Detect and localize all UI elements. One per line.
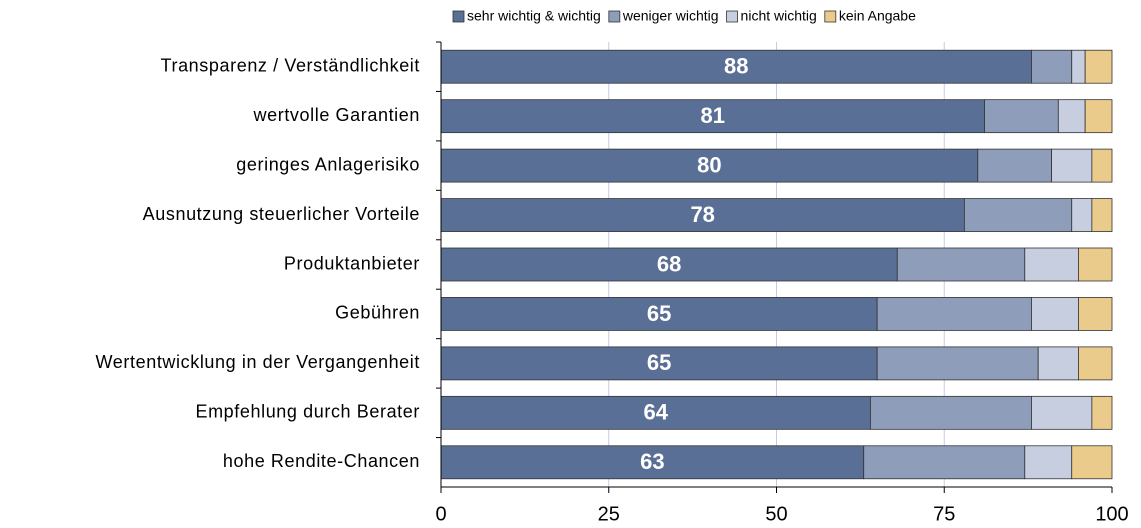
bar-segment: [1091, 148, 1113, 183]
bar-segment: [1031, 49, 1073, 84]
bar-segment: [876, 297, 1032, 331]
x-tick-label: 75: [933, 503, 955, 525]
legend-label: nicht wichtig: [741, 8, 817, 24]
data-label: 64: [643, 400, 668, 425]
bar-segment: [1024, 247, 1079, 282]
bar-segment: [870, 395, 1032, 430]
category-label: wertvolle Garantien: [253, 105, 420, 125]
legend-label: sehr wichtig & wichtig: [467, 8, 601, 24]
x-tick-label: 50: [765, 503, 787, 525]
category-label: geringes Anlagerisiko: [236, 154, 420, 174]
data-label: 88: [724, 54, 748, 79]
bar-segment: [440, 346, 878, 381]
bar-segment: [896, 247, 1026, 282]
bar-segment: [1037, 346, 1079, 381]
bar-segment: [1078, 247, 1113, 282]
legend-swatch: [824, 10, 837, 23]
bar-segment: [963, 198, 1073, 232]
category-label: hohe Rendite-Chancen: [223, 451, 420, 471]
bar-segment: [977, 148, 1053, 183]
bar-segment: [1024, 445, 1073, 480]
data-label: 65: [647, 301, 671, 326]
bar-segment: [1031, 395, 1093, 430]
bar-segment: [1084, 49, 1113, 84]
bar-segment: [1084, 99, 1113, 134]
bar-segment: [440, 395, 871, 430]
category-label: Gebühren: [335, 303, 420, 323]
category-label: Empfehlung durch Berater: [195, 402, 420, 422]
data-label: 68: [657, 251, 681, 276]
data-label: 78: [690, 202, 714, 227]
bar-segment: [1071, 198, 1093, 232]
bar-segment: [1057, 99, 1086, 134]
category-label: Ausnutzung steuerlicher Vorteile: [143, 204, 420, 224]
bar-segment: [1031, 297, 1079, 331]
data-label: 63: [640, 449, 664, 474]
bar-segment: [440, 445, 865, 480]
bar-segment: [876, 346, 1039, 381]
bar-segment: [1091, 198, 1113, 232]
x-tick-label: 0: [435, 503, 446, 525]
legend-swatch: [608, 10, 621, 23]
bar-segment: [863, 445, 1026, 480]
bar-segment: [1078, 346, 1113, 381]
legend-label: kein Angabe: [839, 8, 916, 24]
legend-swatch: [726, 10, 738, 23]
x-tick-label: 100: [1095, 503, 1128, 525]
bar-segment: [1051, 148, 1093, 183]
category-label: Transparenz / Verständlichkeit: [161, 55, 420, 75]
category-label: Produktanbieter: [284, 253, 420, 273]
bar-segment: [1071, 49, 1086, 84]
bar-segment: [1071, 445, 1113, 480]
bar-segment: [1078, 297, 1113, 331]
bar-segment: [1091, 395, 1113, 430]
bar-segment: [984, 99, 1059, 134]
bar-segment: [440, 198, 965, 232]
x-tick-label: 25: [598, 503, 620, 525]
category-label: Wertentwicklung in der Vergangenheit: [96, 352, 420, 372]
data-label: 80: [697, 152, 721, 177]
legend-swatch: [452, 10, 465, 23]
data-label: 81: [701, 103, 725, 128]
data-label: 65: [647, 350, 671, 375]
legend-label: weniger wichtig: [622, 8, 719, 24]
